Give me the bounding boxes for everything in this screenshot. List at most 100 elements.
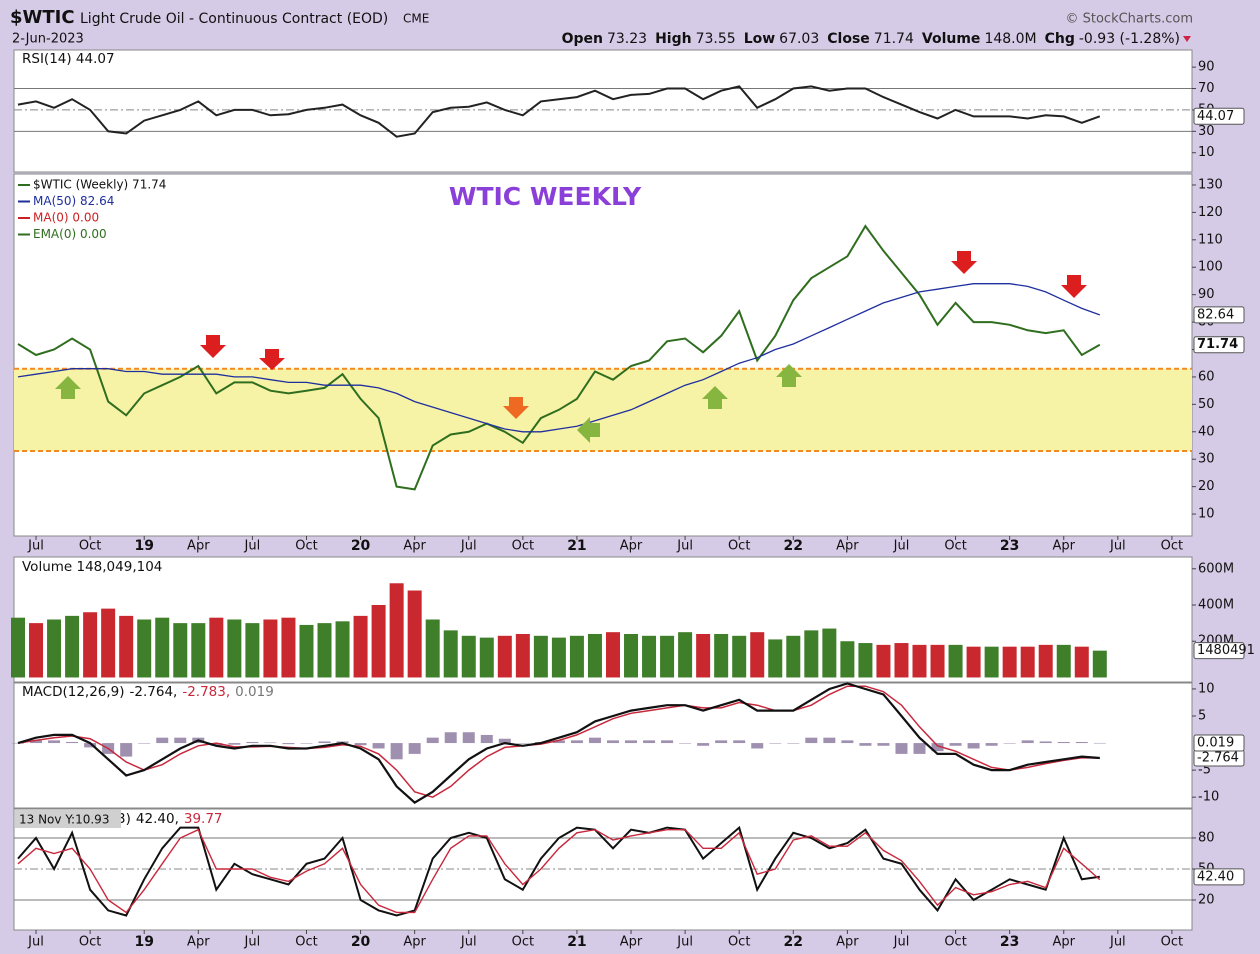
quote-value: -0.93 (-1.28%) <box>1079 31 1180 47</box>
x-tick-label: Oct <box>728 539 750 554</box>
volume-bar <box>515 633 530 678</box>
histogram-bar <box>12 743 24 744</box>
histogram-bar <box>354 743 367 746</box>
histogram-bar <box>498 738 511 744</box>
volume-bar <box>461 635 476 678</box>
value-tag-box <box>1193 107 1245 125</box>
x-tick-label: Apr <box>187 539 210 554</box>
x-tick-label: Apr <box>403 935 426 950</box>
x-tick-label: 21 <box>567 934 586 950</box>
volume-bar <box>425 619 440 678</box>
legend-value: 39.77 <box>184 811 223 827</box>
legend: Volume 148,049,104 <box>22 559 162 575</box>
x-tick-label: 19 <box>134 934 153 950</box>
x-tick-label: Oct <box>295 539 317 554</box>
x-tick-label: Jul <box>1109 539 1126 554</box>
x-tick-label: Jul <box>893 539 910 554</box>
histogram-bar <box>246 741 259 744</box>
y-tick-label: 400M <box>1198 598 1234 613</box>
x-tick-label: Apr <box>620 539 643 554</box>
volume-bar <box>263 619 278 678</box>
volume-bar <box>47 619 62 678</box>
x-tick-label: 19 <box>134 538 153 554</box>
y-tick-label: 80 <box>1198 830 1215 845</box>
volume-bar <box>1074 646 1089 678</box>
volume-bar <box>750 632 765 678</box>
x-tick-label: Jul <box>244 935 261 950</box>
volume-bar <box>533 635 548 678</box>
y-tick-label: 120 <box>1198 205 1223 220</box>
x-tick-label: Jul <box>27 539 44 554</box>
x-tick-label: Jul <box>460 935 477 950</box>
histogram-bar <box>967 743 980 749</box>
volume-bar <box>101 608 116 678</box>
legend-entry: EMA(0) 0.00 <box>33 227 107 241</box>
y-tick-label: 130 <box>1198 177 1223 192</box>
volume-bar <box>443 630 458 678</box>
histogram-bar <box>913 743 926 754</box>
x-tick-label: Oct <box>1161 539 1183 554</box>
histogram-bar <box>1021 740 1034 744</box>
y-tick-label: 30 <box>1198 124 1215 139</box>
histogram-bar <box>264 742 277 744</box>
histogram-bar <box>769 743 782 744</box>
x-tick-label: 23 <box>1000 538 1019 554</box>
series-line <box>17 85 1101 138</box>
arrow <box>200 335 226 358</box>
histogram-bar <box>552 740 565 744</box>
histogram-bar <box>606 740 619 744</box>
annotations <box>55 251 1087 443</box>
x-tick-label: Jul <box>27 935 44 950</box>
histogram-bar <box>625 740 638 744</box>
histogram-bar <box>174 737 187 744</box>
histogram-bar <box>390 743 403 760</box>
value-tag: 44.07 <box>1197 109 1234 124</box>
x-tick-label: 20 <box>351 934 371 950</box>
volume-bar <box>587 633 602 678</box>
volume-bar <box>1056 644 1071 678</box>
legend-entry: $WTIC (Weekly) 71.74 <box>33 178 166 192</box>
value-tag: 0.019 <box>1197 735 1234 750</box>
y-tick-label: -10 <box>1198 790 1219 805</box>
x-tick-label: Oct <box>728 935 750 950</box>
volume-bar <box>389 583 404 678</box>
x-tick-label: Oct <box>512 539 534 554</box>
x-tick-label: 20 <box>351 538 371 554</box>
volume-bar <box>678 632 693 678</box>
y-tick-label: 5 <box>1198 709 1206 724</box>
histogram-bar <box>697 743 710 746</box>
histogram-bar <box>949 743 962 746</box>
histogram-bar <box>859 743 872 746</box>
histogram-bar <box>462 732 475 744</box>
volume-bar <box>642 635 657 678</box>
arrow <box>776 364 802 387</box>
x-tick-label: Jul <box>1109 935 1126 950</box>
histogram-bar <box>516 743 529 744</box>
volume-bar <box>984 646 999 678</box>
arrow <box>259 349 285 370</box>
histogram-bar <box>715 740 728 744</box>
y-tick-label: 20 <box>1198 893 1215 908</box>
quote-value: 67.03 <box>779 31 819 47</box>
y-tick-label: 20 <box>1198 479 1215 494</box>
arrow <box>55 376 81 399</box>
x-tick-label: Jul <box>893 935 910 950</box>
volume-bar <box>930 644 945 678</box>
y-tick-label: 110 <box>1198 232 1223 247</box>
histogram-bar <box>877 743 890 746</box>
histogram-bar <box>48 740 61 744</box>
legend-name: RSI(14) 44.07 <box>22 51 115 67</box>
volume-bar <box>696 633 711 678</box>
y-tick-label: 10 <box>1198 145 1215 160</box>
histogram-bar <box>751 743 764 749</box>
quote-label: Open <box>562 31 603 47</box>
volume-bar <box>840 641 855 678</box>
x-tick-label: Apr <box>403 539 426 554</box>
volume-bar <box>137 619 152 678</box>
date: 2-Jun-2023 <box>12 32 84 47</box>
panel <box>13 173 1193 537</box>
histogram-bar <box>841 740 854 744</box>
quote-value: 73.55 <box>696 31 736 47</box>
volume-bar <box>227 619 242 678</box>
panel <box>13 49 1193 173</box>
